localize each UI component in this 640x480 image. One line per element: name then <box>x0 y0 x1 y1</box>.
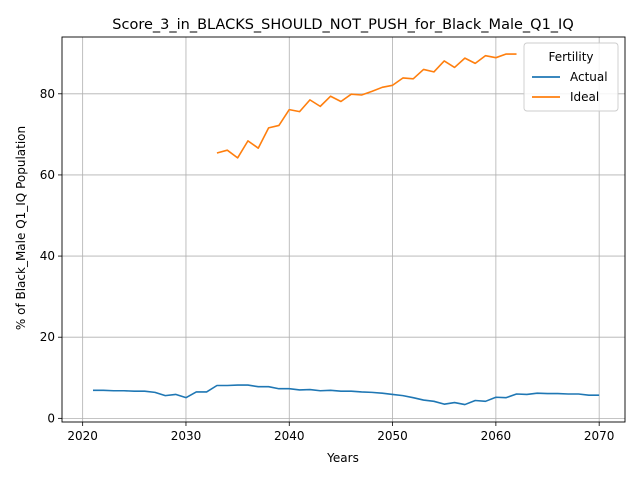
y-axis-ticks: 0 20 40 60 80 <box>40 87 62 425</box>
x-tick-label: 2060 <box>481 429 512 443</box>
x-tick-label: 2020 <box>67 429 98 443</box>
x-axis-label: Years <box>326 451 359 465</box>
y-tick-label: 80 <box>40 87 55 101</box>
x-tick-label: 2040 <box>274 429 305 443</box>
y-tick-label: 0 <box>47 411 55 425</box>
legend: Fertility Actual Ideal <box>523 42 619 112</box>
legend-title: Fertility <box>548 50 593 64</box>
legend-box <box>523 42 619 112</box>
legend-label-actual: Actual <box>570 70 608 84</box>
y-tick-label: 20 <box>40 330 55 344</box>
chart-title: Score_3_in_BLACKS_SHOULD_NOT_PUSH_for_Bl… <box>112 17 573 33</box>
plot-area-frame <box>61 36 626 423</box>
y-tick-label: 60 <box>40 168 55 182</box>
series-lines <box>92 53 600 406</box>
x-axis-ticks: 2020 2030 2040 2050 2060 2070 <box>67 422 614 443</box>
y-axis-label: % of Black_Male Q1_IQ Population <box>14 126 28 330</box>
x-tick-label: 2070 <box>584 429 615 443</box>
x-tick-label: 2030 <box>171 429 202 443</box>
legend-label-ideal: Ideal <box>570 90 599 104</box>
series-line-ideal <box>216 53 517 159</box>
x-tick-label: 2050 <box>377 429 408 443</box>
series-line-actual <box>92 384 600 406</box>
y-tick-label: 40 <box>40 249 55 263</box>
